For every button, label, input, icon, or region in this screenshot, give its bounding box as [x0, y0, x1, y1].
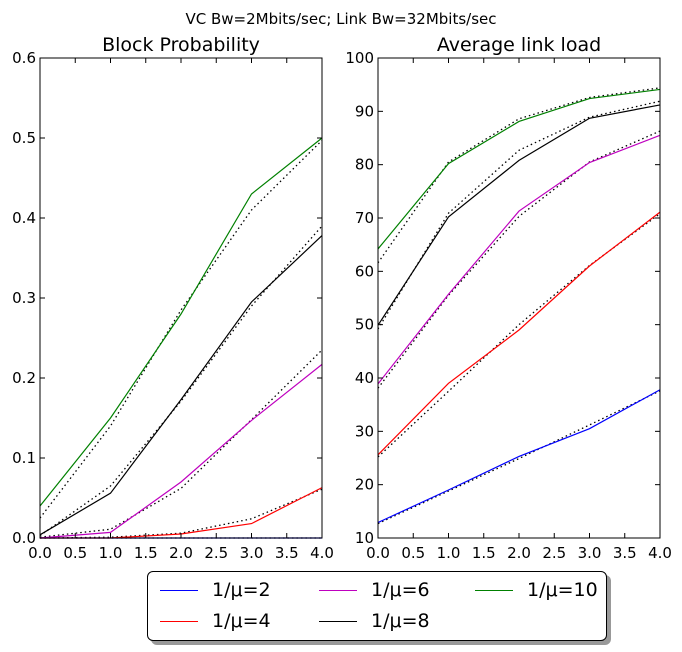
x-tick-label: 3.0 [240, 544, 264, 562]
legend-swatch [475, 589, 513, 591]
legend-item: 1/μ=2 [160, 579, 271, 601]
y-tick-label: 70 [355, 209, 374, 227]
y-tick-label: 60 [355, 262, 374, 280]
legend-swatch [160, 620, 198, 622]
x-tick-label: 0.5 [401, 544, 425, 562]
series-line [40, 487, 323, 539]
series-line-dotted [377, 390, 661, 525]
x-tick-label: 1.0 [437, 544, 461, 562]
legend-item: 1/μ=10 [475, 579, 598, 601]
x-tick-label: 2.5 [204, 544, 228, 562]
y-tick-label: 50 [355, 316, 374, 334]
legend-label: 1/μ=6 [371, 579, 430, 601]
y-tick-label: 20 [355, 476, 374, 494]
x-tick-label: 4.0 [648, 544, 672, 562]
x-tick-label: 3.0 [578, 544, 602, 562]
x-tick-label: 0.5 [63, 544, 87, 562]
y-tick-label: 0.6 [12, 49, 36, 67]
y-tick-label: 0.5 [12, 129, 36, 147]
x-tick-label: 1.0 [99, 544, 123, 562]
legend-item: 1/μ=4 [160, 610, 271, 632]
series-line [39, 137, 323, 507]
legend-item: 1/μ=6 [319, 579, 430, 601]
series-line-dotted [377, 100, 661, 330]
series-line-dotted [39, 488, 323, 539]
y-tick-label: 0.3 [12, 289, 36, 307]
x-tick-label: 4.0 [310, 544, 334, 562]
legend-swatch [160, 589, 198, 591]
chart-title: Average link load [437, 34, 601, 56]
y-tick-label: 100 [345, 49, 374, 67]
y-tick-label: 30 [355, 422, 374, 440]
plot-frame [377, 57, 661, 539]
x-tick-label: 0.0 [28, 544, 52, 562]
x-tick-label: 3.5 [275, 544, 299, 562]
y-tick-label: 0.0 [12, 529, 36, 547]
y-tick-label: 0.1 [12, 449, 36, 467]
series-line [39, 235, 323, 536]
x-tick-label: 3.5 [613, 544, 637, 562]
x-tick-label: 1.5 [134, 544, 158, 562]
series-line [39, 363, 323, 539]
y-tick-label: 90 [355, 102, 374, 120]
legend-label: 1/μ=2 [212, 579, 271, 601]
x-tick-label: 2.0 [169, 544, 193, 562]
average-link-load-chart: Average link load 0.0 0.5 1.0 1.5 2.0 2.5 3.0 3… [345, 34, 672, 562]
legend-label: 1/μ=4 [212, 610, 271, 632]
legend-swatch [319, 589, 357, 591]
x-tick-label: 2.5 [542, 544, 566, 562]
legend-label: 1/μ=10 [527, 579, 598, 601]
x-tick-label: 1.5 [472, 544, 496, 562]
legend-swatch [319, 620, 357, 622]
series-line [377, 134, 661, 385]
series-line-dotted [377, 130, 661, 389]
series-line [377, 211, 661, 456]
series-line-dotted [377, 87, 661, 264]
y-tick-label: 0.4 [12, 209, 36, 227]
y-tick-label: 0.2 [12, 369, 36, 387]
plot-frame [39, 57, 323, 539]
series-line [377, 88, 661, 250]
series-line-dotted [39, 225, 323, 537]
x-tick-label: 0.0 [366, 544, 390, 562]
legend-label: 1/μ=8 [371, 610, 430, 632]
series-line [377, 389, 661, 524]
chart-title: Block Probability [102, 34, 260, 56]
legend: 1/μ=2 1/μ=4 1/μ=6 1/μ=8 1/μ=10 [147, 571, 607, 641]
block-probability-chart: Block Probability 0.0 0.5 1.0 1.5 2.0 2.5 3.0 3… [12, 34, 334, 562]
figure-suptitle: VC Bw=2Mbits/sec; Link Bw=32Mbits/sec [185, 10, 496, 28]
y-tick-label: 10 [355, 529, 374, 547]
series-line [377, 104, 661, 326]
x-tick-label: 2.0 [507, 544, 531, 562]
y-tick-label: 80 [355, 156, 374, 174]
series-line-dotted [39, 349, 323, 538]
y-tick-label: 40 [355, 369, 374, 387]
series-line-dotted [39, 139, 323, 519]
series-line-dotted [377, 213, 661, 458]
legend-item: 1/μ=8 [319, 610, 430, 632]
